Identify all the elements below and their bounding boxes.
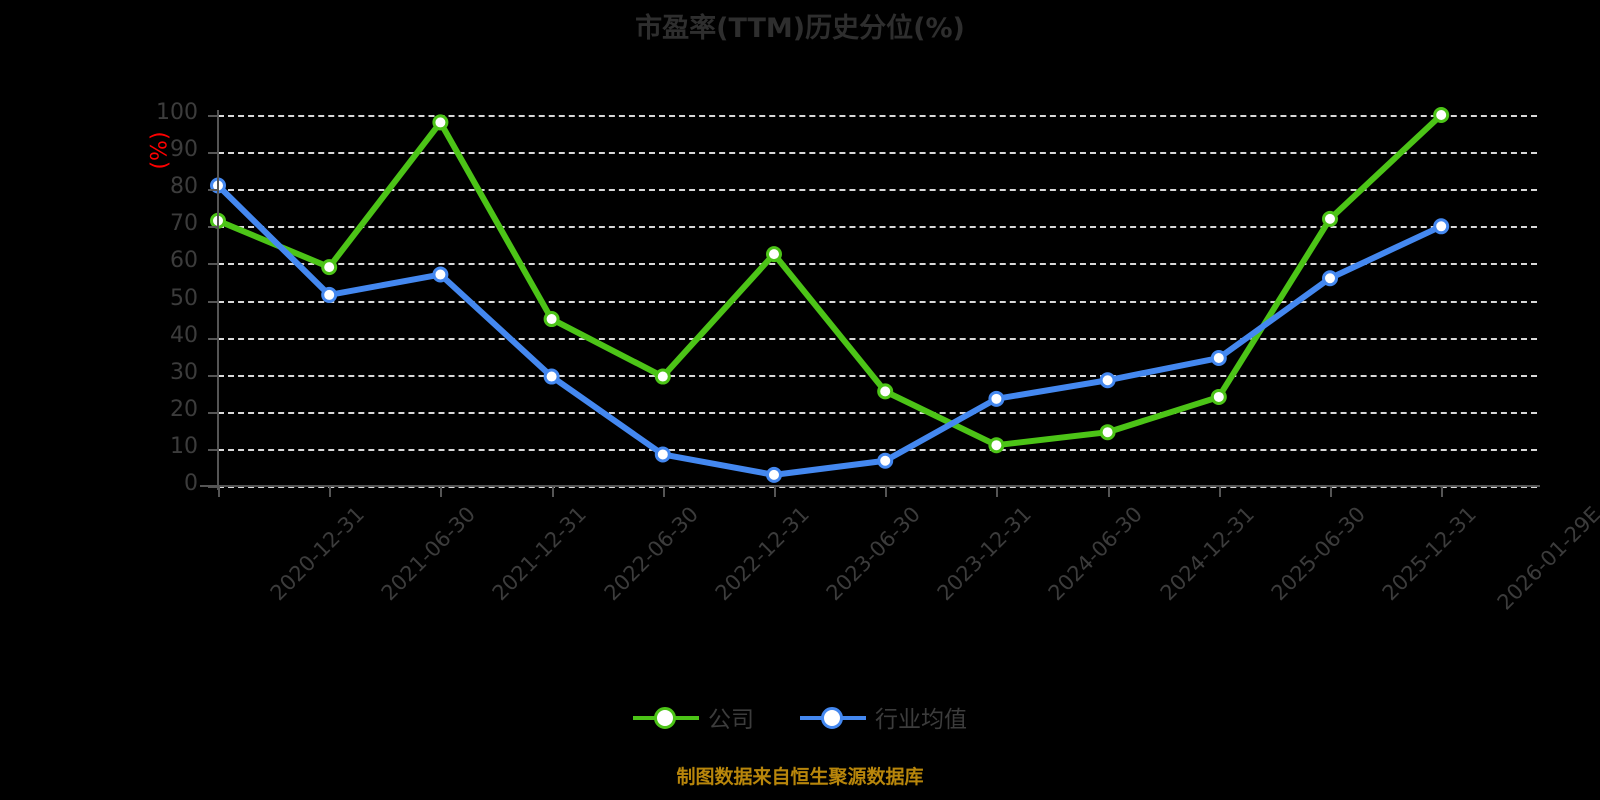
x-axis-tick (1441, 486, 1444, 497)
y-axis-tick-label: 60 (170, 248, 198, 274)
gridline (218, 337, 1537, 340)
data-point-marker[interactable] (1099, 372, 1116, 389)
data-point-marker[interactable] (1099, 424, 1116, 441)
data-point-marker[interactable] (543, 311, 560, 328)
y-axis-tick (208, 337, 217, 340)
x-axis-tick (440, 486, 443, 497)
series-line (215, 182, 1445, 478)
data-point-marker[interactable] (766, 466, 782, 483)
x-axis-tick-label: 2024-12-31 (1155, 502, 1259, 606)
legend-item-industry-average[interactable]: 行业均值 (800, 700, 967, 734)
x-axis-tick-label: 2022-12-31 (710, 502, 814, 606)
gridline (218, 226, 1537, 229)
chart-title: 市盈率(TTM)历史分位(%) (635, 13, 965, 44)
y-axis-tick-label: 0 (184, 471, 198, 496)
y-axis-tick-label: 100 (156, 100, 198, 125)
x-axis-tick (885, 486, 888, 497)
x-axis-tick (218, 486, 220, 497)
y-axis-tick-label: 80 (170, 174, 198, 200)
legend-dot-swatch (654, 707, 676, 729)
data-point-marker[interactable] (654, 446, 671, 463)
y-axis-tick-label: 50 (170, 285, 198, 311)
x-axis-tick-label: 2023-12-31 (932, 502, 1037, 606)
legend-label: 公司 (708, 707, 754, 733)
legend-label: 行业均值 (875, 707, 967, 733)
data-point-marker[interactable] (321, 286, 338, 303)
legend-dot-swatch (821, 707, 843, 729)
x-axis-tick-label: 2022-06-30 (599, 502, 703, 606)
legend-marker-icon (633, 704, 699, 730)
x-axis-tick (996, 486, 999, 497)
gridline (218, 115, 1537, 117)
footer-source-note: 制图数据来自恒生聚源数据库 (676, 766, 924, 788)
data-point-marker[interactable] (988, 437, 1005, 454)
chart-legend: 公司 行业均值 (0, 700, 1600, 734)
y-axis-tick (208, 263, 217, 266)
x-axis-tick (1107, 486, 1110, 497)
gridline (218, 300, 1537, 303)
y-axis-tick (208, 374, 217, 377)
x-axis-tick (774, 486, 776, 497)
x-axis-tick-label: 2020-12-31 (265, 502, 370, 606)
gridline (218, 448, 1537, 451)
y-axis-tick-label: 90 (170, 137, 198, 163)
x-axis-tick-label: 2021-06-30 (376, 502, 481, 606)
data-point-marker[interactable] (1433, 107, 1450, 123)
data-point-marker[interactable] (877, 383, 894, 400)
y-axis-tick (208, 115, 217, 117)
y-axis-tick (208, 300, 217, 303)
data-point-marker[interactable] (654, 368, 671, 385)
x-axis-tick (1330, 486, 1332, 497)
data-point-marker[interactable] (1322, 270, 1338, 287)
series-line (215, 112, 1445, 449)
x-axis-tick (1218, 486, 1221, 497)
y-axis-tick-label: 20 (170, 396, 198, 422)
gridline (218, 263, 1537, 266)
x-axis-tick-label: 2026-01-29E (1492, 502, 1600, 615)
y-axis-tick-label: 40 (170, 322, 198, 348)
gridline (218, 486, 1537, 488)
legend-item-company[interactable]: 公司 (633, 700, 754, 734)
x-axis-tick-label: 2024-06-30 (1044, 502, 1148, 606)
y-axis-tick (208, 411, 217, 414)
data-point-marker[interactable] (877, 452, 894, 469)
gridline (218, 411, 1537, 414)
data-point-marker[interactable] (432, 266, 449, 283)
data-point-marker[interactable] (766, 246, 782, 263)
gridline (218, 189, 1537, 192)
y-axis-tick (208, 152, 217, 155)
data-point-marker[interactable] (321, 259, 338, 276)
data-point-marker[interactable] (543, 368, 560, 385)
y-axis-tick-label: 70 (170, 211, 198, 237)
plot-area (210, 107, 1537, 488)
x-axis-tick-label: 2023-06-30 (821, 502, 926, 606)
series-layer (210, 107, 1450, 483)
x-axis-tick (329, 486, 332, 497)
x-axis-tick-label: 2021-12-31 (488, 502, 592, 606)
y-axis-tick (208, 226, 217, 229)
data-point-marker[interactable] (1322, 210, 1338, 227)
gridline (218, 152, 1537, 155)
x-axis-tick-label: 2025-12-31 (1377, 502, 1482, 606)
y-axis-tick-label: 30 (170, 359, 198, 385)
data-point-marker[interactable] (1210, 388, 1227, 405)
data-point-marker[interactable] (432, 114, 449, 131)
data-point-marker[interactable] (1433, 218, 1450, 235)
x-axis-line (200, 485, 1540, 487)
y-axis-line (217, 110, 219, 490)
data-point-marker[interactable] (988, 390, 1005, 407)
legend-marker-icon (800, 704, 866, 730)
gridline (218, 374, 1537, 377)
y-axis-tick-label: 10 (170, 433, 198, 459)
x-axis-tick (662, 486, 665, 497)
y-axis-tick (208, 448, 217, 451)
y-axis-tick (208, 189, 217, 192)
data-point-marker[interactable] (1210, 350, 1227, 367)
x-axis-tick-label: 2025-06-30 (1266, 502, 1370, 606)
x-axis-tick (551, 486, 554, 497)
y-axis-tick (208, 486, 217, 488)
